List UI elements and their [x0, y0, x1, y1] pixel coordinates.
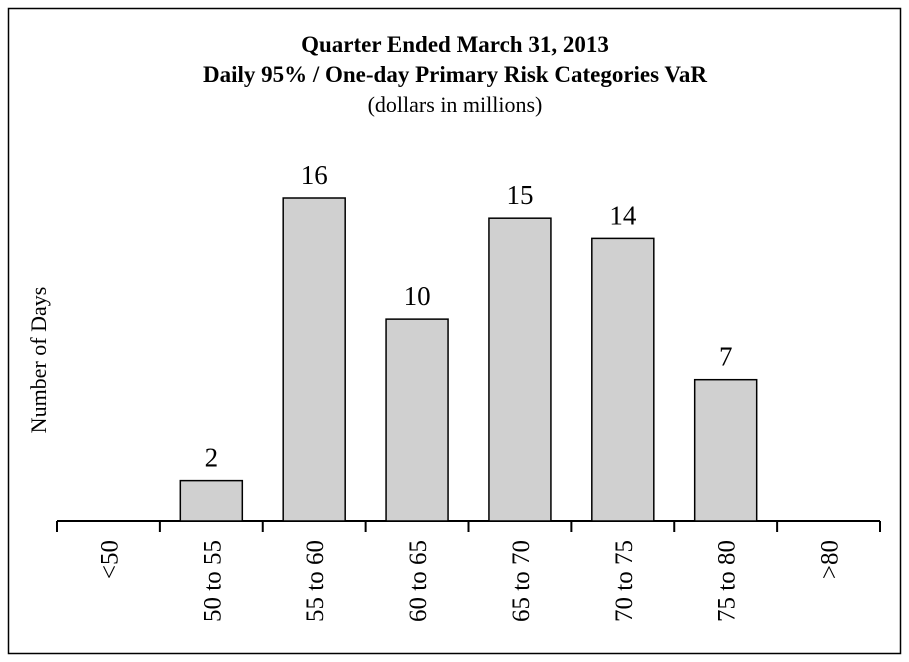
- bar: [282, 197, 346, 522]
- data-label: 16: [301, 160, 328, 190]
- x-tick-label: <50: [96, 540, 123, 579]
- x-tick-label: 50 to 55: [199, 540, 226, 622]
- data-label: 14: [609, 200, 637, 230]
- chart-note: (dollars in millions): [368, 92, 543, 117]
- bar: [591, 237, 655, 522]
- chart-title: Quarter Ended March 31, 2013: [301, 32, 609, 57]
- x-tick-label: 70 to 75: [611, 540, 638, 622]
- x-tick-label: 55 to 60: [302, 540, 329, 622]
- data-label: 7: [719, 342, 733, 372]
- data-label: 2: [205, 443, 219, 473]
- y-axis-label: Number of Days: [26, 287, 51, 434]
- bar: [693, 378, 758, 522]
- frame: [7, 7, 902, 655]
- data-label: 10: [404, 281, 431, 311]
- x-tick-label: >80: [817, 540, 844, 579]
- data-label: 15: [506, 180, 533, 210]
- chart-subtitle: Daily 95% / One-day Primary Risk Categor…: [203, 62, 707, 87]
- bar: [385, 318, 449, 522]
- x-tick-label: 75 to 80: [714, 540, 741, 622]
- bar: [488, 217, 552, 522]
- bar: [179, 479, 244, 522]
- x-tick-label: 60 to 65: [405, 540, 432, 622]
- x-tick-label: 65 to 70: [508, 540, 535, 622]
